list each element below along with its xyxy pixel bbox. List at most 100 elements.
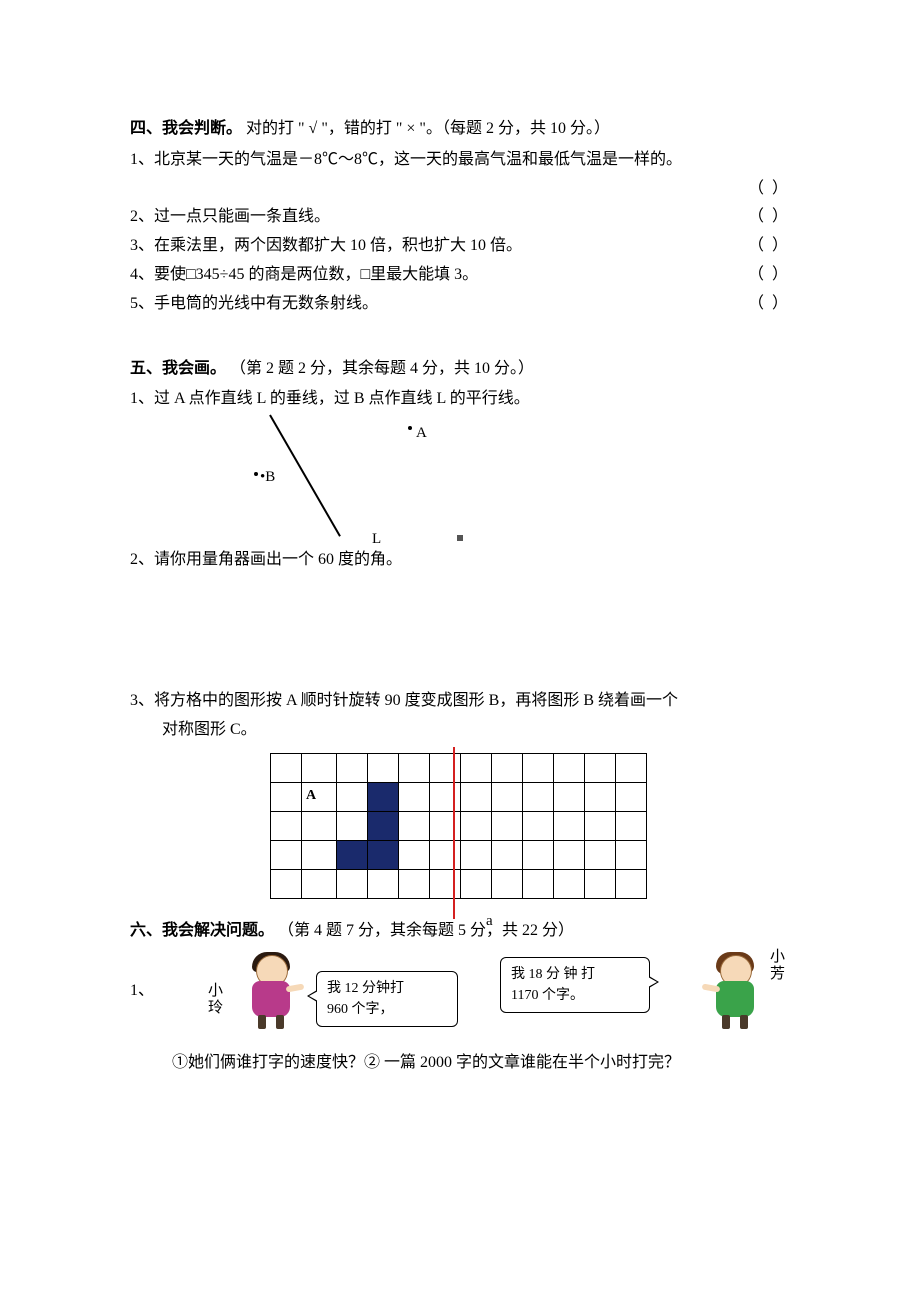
section4-title: 四、我会判断。 (130, 120, 242, 137)
s6-q1-sub: ①她们俩谁打字的速度快？② 一篇 2000 字的文章谁能在半个小时打完？ (172, 1049, 790, 1078)
grid-cell (271, 782, 302, 811)
grid-cell (337, 811, 368, 840)
grid-cell (585, 840, 616, 869)
s5-q3b: 对称图形 C。 (130, 716, 790, 745)
axis-label: a (486, 908, 493, 935)
bubble2-line2: 1170 个字。 (511, 985, 639, 1006)
grid-cell (616, 782, 647, 811)
s4-q4-text: 4、要使□345÷45 的商是两位数，□里最大能填 3。 (130, 261, 478, 290)
grid-cell (430, 811, 461, 840)
grid-cell (302, 840, 337, 869)
worksheet-page: 四、我会判断。 对的打 " √ "，错的打 " × "。（每题 2 分，共 10… (0, 0, 920, 1302)
bubble1-line1: 我 12 分钟打 (327, 978, 447, 999)
grid-cell (554, 811, 585, 840)
page-center-mark-icon (457, 535, 463, 541)
grid-cell (585, 869, 616, 898)
grid-cell (399, 753, 430, 782)
grid-cell (585, 811, 616, 840)
grid-cell: A (302, 782, 337, 811)
s5-q2-text: 2、请你用量角器画出一个 60 度的角。 (130, 546, 790, 575)
section5-scoring: （第 2 题 2 分，其余每题 4 分，共 10 分。） (230, 360, 534, 377)
grid-cell (430, 869, 461, 898)
s5-q2-drawspace (130, 575, 790, 685)
grid-cell (554, 840, 585, 869)
s4-q4: 4、要使□345÷45 的商是两位数，□里最大能填 3。 （ ） (130, 261, 790, 290)
s5-q1-text: 1、过 A 点作直线 L 的垂线，过 B 点作直线 L 的平行线。 (130, 385, 790, 414)
section-5: 五、我会画。 （第 2 题 2 分，其余每题 4 分，共 10 分。） 1、过 … (130, 355, 790, 899)
bubble-tail-icon (307, 990, 317, 1002)
grid-cell (368, 753, 399, 782)
point-A-label: A (416, 420, 427, 447)
grid-cell (368, 869, 399, 898)
grid-cell (271, 811, 302, 840)
grid-cell (523, 840, 554, 869)
s5-grid: A (270, 753, 647, 899)
grid-cell (492, 753, 523, 782)
grid-cell (271, 869, 302, 898)
line-L (269, 415, 341, 537)
section-4: 四、我会判断。 对的打 " √ "，错的打 " × "。（每题 2 分，共 10… (130, 115, 790, 319)
grid-cell (523, 811, 554, 840)
speech-bubble-2: 我 18 分 钟 打 1170 个字。 (500, 957, 650, 1013)
grid-cell (585, 782, 616, 811)
grid-cell (337, 782, 368, 811)
grid-cell (461, 782, 492, 811)
grid-cell (492, 811, 523, 840)
grid-cell (271, 840, 302, 869)
section5-title: 五、我会画。 (130, 360, 226, 377)
s4-q2: 2、过一点只能画一条直线。 （ ） (130, 203, 790, 232)
grid-cell (585, 753, 616, 782)
grid-cell (523, 782, 554, 811)
grid-cell (368, 782, 399, 811)
xiaoling-icon (242, 955, 300, 1030)
answer-paren[interactable]: （ ） (748, 203, 790, 232)
s4-q1-text: 1、北京某一天的气温是－8℃～8℃，这一天的最高气温和最低气温是一样的。 (130, 151, 682, 168)
grid-cell (523, 869, 554, 898)
s4-q3-text: 3、在乘法里，两个因数都扩大 10 倍，积也扩大 10 倍。 (130, 232, 522, 261)
point-B-dot (254, 472, 258, 476)
grid-cell (302, 753, 337, 782)
grid-cell (430, 753, 461, 782)
answer-paren[interactable]: （ ） (748, 290, 790, 319)
s4-q3: 3、在乘法里，两个因数都扩大 10 倍，积也扩大 10 倍。 （ ） (130, 232, 790, 261)
grid-cell (492, 869, 523, 898)
point-A-dot (408, 426, 412, 430)
xiaofang-name: 小 芳 (770, 949, 785, 982)
grid-cell (271, 753, 302, 782)
grid-cell (616, 811, 647, 840)
s4-q2-text: 2、过一点只能画一条直线。 (130, 203, 330, 232)
grid-cell (616, 753, 647, 782)
answer-paren[interactable]: （ ） (748, 261, 790, 290)
grid-cell (492, 840, 523, 869)
grid-cell (554, 869, 585, 898)
grid-cell (302, 869, 337, 898)
grid-cell (399, 811, 430, 840)
bubble1-line2: 960 个字， (327, 999, 447, 1020)
s4-q5: 5、手电筒的光线中有无数条射线。 （ ） (130, 290, 790, 319)
grid-cell (554, 782, 585, 811)
grid-cell (461, 869, 492, 898)
point-B-label: •B (260, 464, 275, 491)
answer-paren[interactable]: （ ） (748, 175, 790, 204)
grid-cell (430, 782, 461, 811)
grid-cell (399, 840, 430, 869)
speech-bubble-1: 我 12 分钟打 960 个字， (316, 971, 458, 1027)
grid-cell (399, 782, 430, 811)
grid-cell (337, 840, 368, 869)
section-6: 六、我会解决问题。 （第 4 题 7 分，其余每题 5 分，共 22 分） 1、… (130, 917, 790, 1079)
grid-cell (368, 840, 399, 869)
xiaofang-icon (706, 955, 764, 1030)
s5-q3a: 3、将方格中的图形按 A 顺时针旋转 90 度变成图形 B，再将图形 B 绕着画… (130, 687, 790, 716)
grid-cell (554, 753, 585, 782)
grid-cell (399, 869, 430, 898)
s5-grid-wrap: A a (270, 753, 650, 899)
answer-paren[interactable]: （ ） (748, 232, 790, 261)
section6-scoring: （第 4 题 7 分，其余每题 5 分，共 22 分） (278, 922, 574, 939)
s4-q5-text: 5、手电筒的光线中有无数条射线。 (130, 290, 378, 319)
grid-cell (492, 782, 523, 811)
bubble-tail-icon (649, 976, 659, 988)
grid-cell (368, 811, 399, 840)
grid-cell (337, 869, 368, 898)
s5-fig1: A •B L (180, 414, 480, 544)
grid-cell (337, 753, 368, 782)
